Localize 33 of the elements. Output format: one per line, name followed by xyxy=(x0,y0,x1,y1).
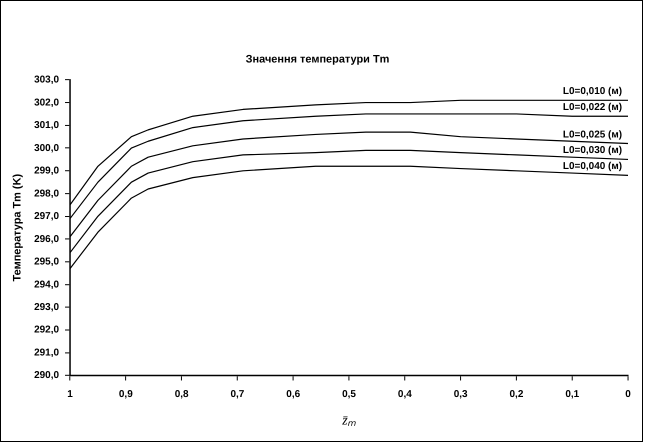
x-tick-label: 0,8 xyxy=(174,389,189,400)
x-tick-label: 0,2 xyxy=(510,389,524,400)
x-tick-label: 0 xyxy=(625,389,632,400)
x-tick-label: 0,7 xyxy=(230,389,245,400)
y-tick-label: 302,0 xyxy=(34,97,60,108)
y-tick-label: 299,0 xyxy=(34,166,60,177)
series-label: L0=0,022 (м) xyxy=(562,102,622,114)
x-tick-label: 0,6 xyxy=(286,389,301,400)
x-axis-title: z̄ₘ xyxy=(341,413,357,428)
y-tick-label: 294,0 xyxy=(34,279,60,290)
series-label: L0=0,040 (м) xyxy=(562,161,622,172)
y-tick-label: 300,0 xyxy=(34,142,60,154)
y-tick-label: 291,0 xyxy=(34,348,60,358)
chart-title: Значення температури Tm xyxy=(246,53,390,66)
y-tick-label: 292,0 xyxy=(34,324,60,336)
y-tick-label: 297,0 xyxy=(34,211,60,222)
y-tick-label: 296,0 xyxy=(34,234,60,245)
y-tick-label: 298,0 xyxy=(34,188,60,200)
y-tick-label: 303,0 xyxy=(34,74,60,86)
x-tick-label: 0,5 xyxy=(342,389,356,400)
x-tick-label: 0,9 xyxy=(118,389,134,400)
y-tick-label: 295,0 xyxy=(34,256,60,268)
x-tick-label: 0,4 xyxy=(398,389,412,400)
y-tick-label: 293,0 xyxy=(34,302,60,314)
y-tick-label: 290,0 xyxy=(34,370,60,382)
series-label: L0=0,030 (м) xyxy=(562,145,622,156)
series-label: L0=0,025 (м) xyxy=(562,129,622,140)
x-tick-label: 0,1 xyxy=(565,389,580,400)
x-tick-label: 0,3 xyxy=(454,389,468,400)
x-tick-label: 1 xyxy=(67,389,74,400)
y-tick-label: 301,0 xyxy=(34,120,60,132)
y-axis-title: Температура Tm (K) xyxy=(12,174,24,282)
series-label: L0=0,010 (м) xyxy=(562,86,622,98)
